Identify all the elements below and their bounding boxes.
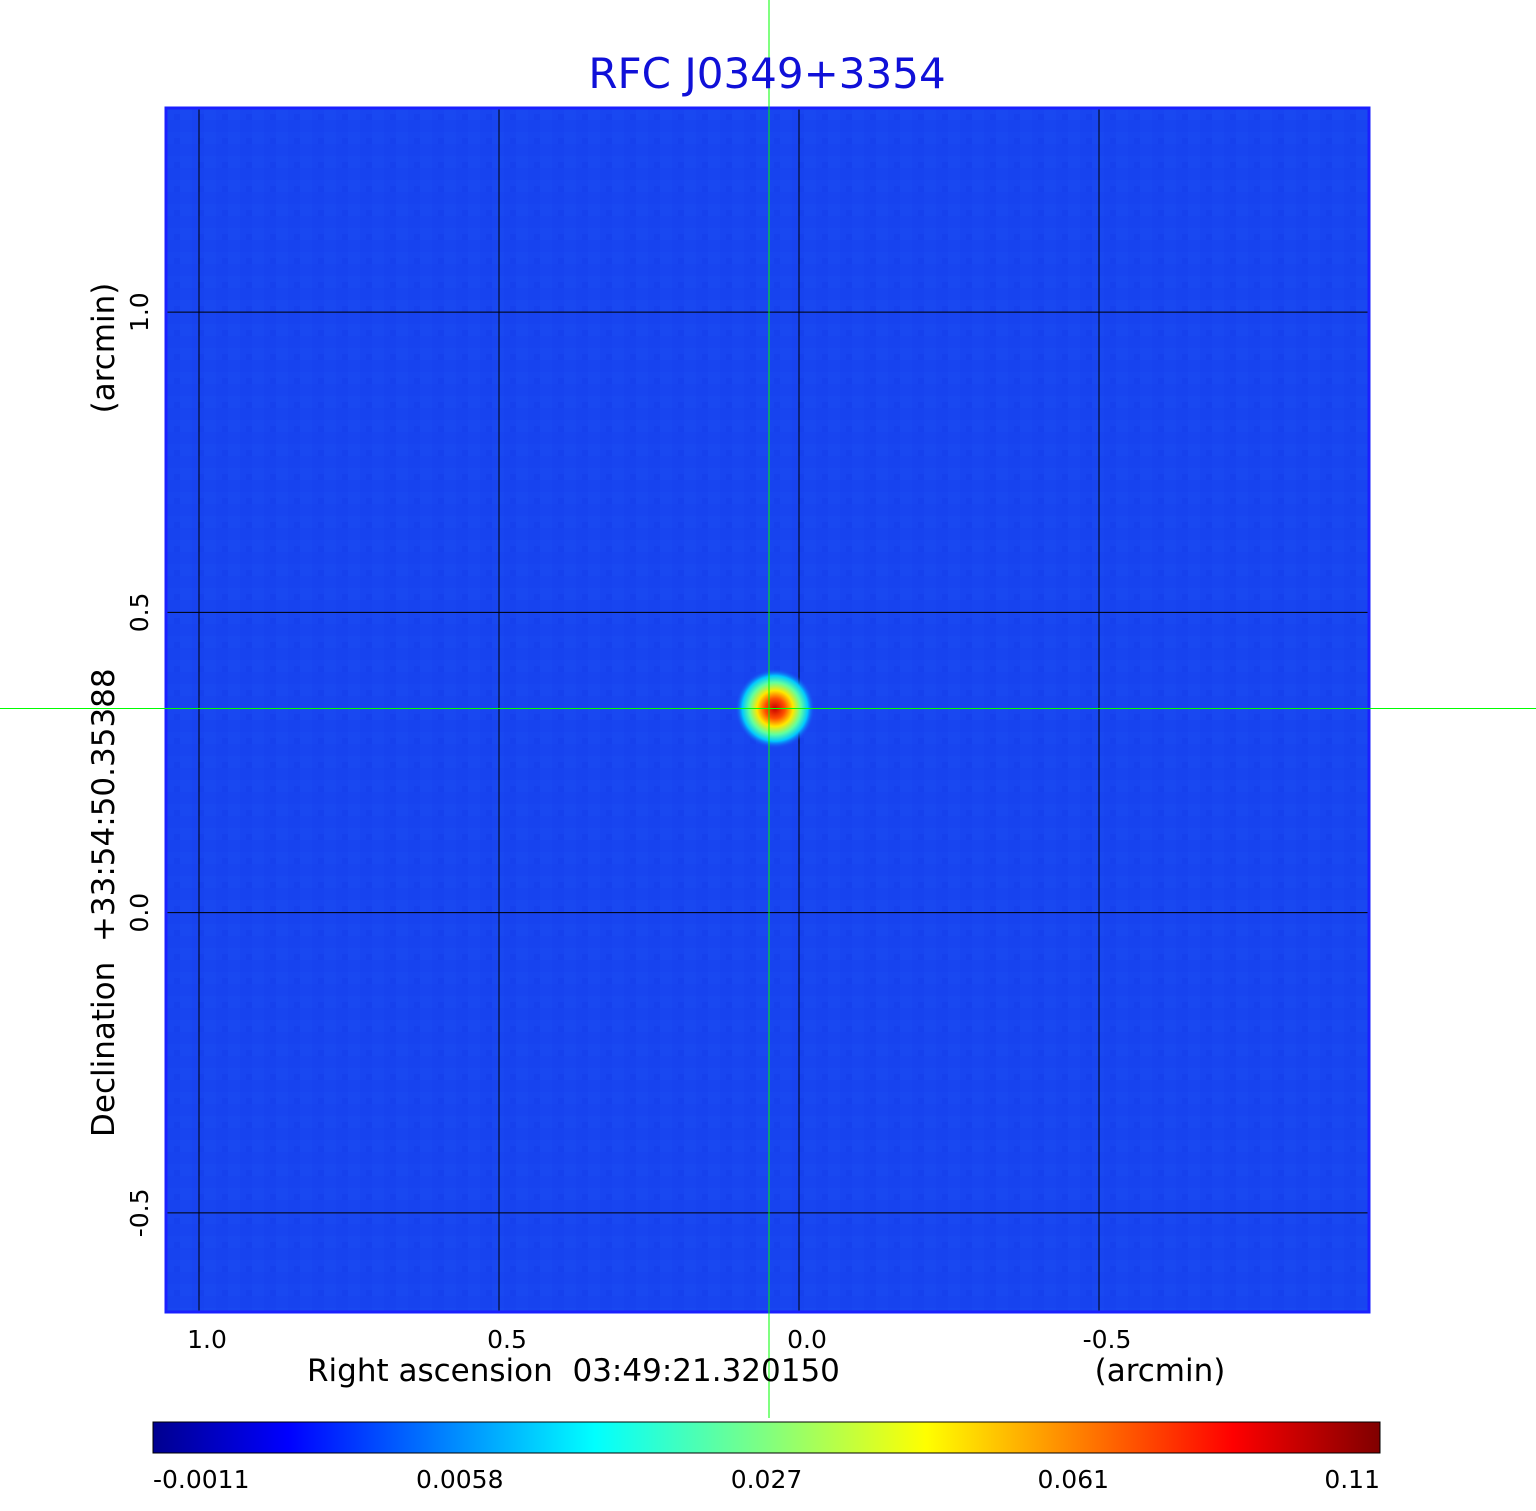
x-tick-label: -0.5: [1083, 1325, 1132, 1354]
y-tick-label: 0.0: [125, 893, 154, 933]
x-tick-labels: 1.0 0.5 0.0 -0.5: [187, 1325, 1131, 1354]
colorbar-tick-label: 0.061: [1037, 1465, 1109, 1494]
y-tick-labels: 1.0 0.5 0.0 -0.5: [125, 292, 154, 1237]
crosshair: [0, 0, 1536, 1418]
colorbar-tick-labels: -0.0011 0.0058 0.027 0.061 0.11: [153, 1465, 1380, 1494]
x-axis-unit: (arcmin): [1095, 1353, 1226, 1389]
colorbar-tick-label: 0.11: [1324, 1465, 1380, 1494]
colorbar-tick-label: 0.0058: [416, 1465, 503, 1494]
x-tick-label: 0.0: [787, 1325, 827, 1354]
plot-area: [164, 106, 1371, 1314]
y-tick-label: -0.5: [125, 1189, 154, 1238]
y-axis-unit: (arcmin): [86, 283, 122, 414]
colorbar-tick-label: -0.0011: [153, 1465, 250, 1494]
y-tick-label: 1.0: [125, 292, 154, 332]
y-tick-label: 0.5: [125, 593, 154, 633]
x-tick-label: 1.0: [187, 1325, 227, 1354]
chart-title: RFC J0349+3354: [588, 49, 945, 98]
colorbar-gradient: [152, 1421, 1381, 1454]
colorbar-tick-label: 0.027: [731, 1465, 803, 1494]
y-axis-label: Declination +33:54:50.35388: [86, 668, 122, 1137]
x-axis-label: Right ascension 03:49:21.320150: [307, 1353, 840, 1389]
plot-frame: [164, 106, 1371, 1314]
x-tick-label: 0.5: [487, 1325, 527, 1354]
colorbar: -0.0011 0.0058 0.027 0.061 0.11: [152, 1421, 1381, 1494]
